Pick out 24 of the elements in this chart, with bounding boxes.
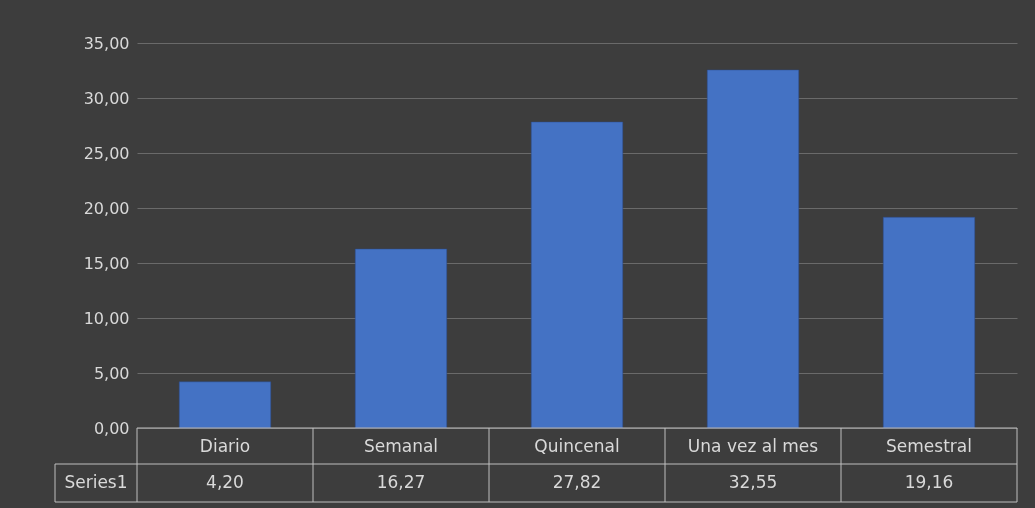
y-tick-label: 0,00: [93, 418, 130, 438]
y-tick-label: 30,00: [83, 88, 130, 108]
bar: [178, 381, 272, 429]
bar: [530, 121, 624, 429]
x-tick-label: Semestral: [886, 436, 972, 456]
x-tick-label: Semanal: [363, 436, 439, 456]
y-tick-label: 20,00: [83, 198, 130, 218]
y-tick-label: 5,00: [93, 363, 130, 383]
y-tick-label: 15,00: [83, 253, 130, 273]
y-tick-label: 25,00: [83, 143, 130, 163]
bar: [354, 248, 448, 429]
data-label: 4,20: [206, 472, 244, 492]
data-label: 16,27: [376, 472, 426, 492]
y-tick-label: 35,00: [83, 33, 130, 53]
text: Series1: [64, 472, 128, 492]
data-label: 19,16: [904, 472, 954, 492]
x-tick-label: Una vez al mes: [687, 436, 819, 456]
data-label: 32,55: [728, 472, 778, 492]
bar: [706, 69, 800, 429]
data-label: 27,82: [552, 472, 602, 492]
x-tick-label: Diario: [199, 436, 251, 456]
x-tick-label: Quincenal: [534, 436, 620, 456]
y-tick-label: 10,00: [83, 308, 130, 328]
bar: [882, 216, 976, 429]
